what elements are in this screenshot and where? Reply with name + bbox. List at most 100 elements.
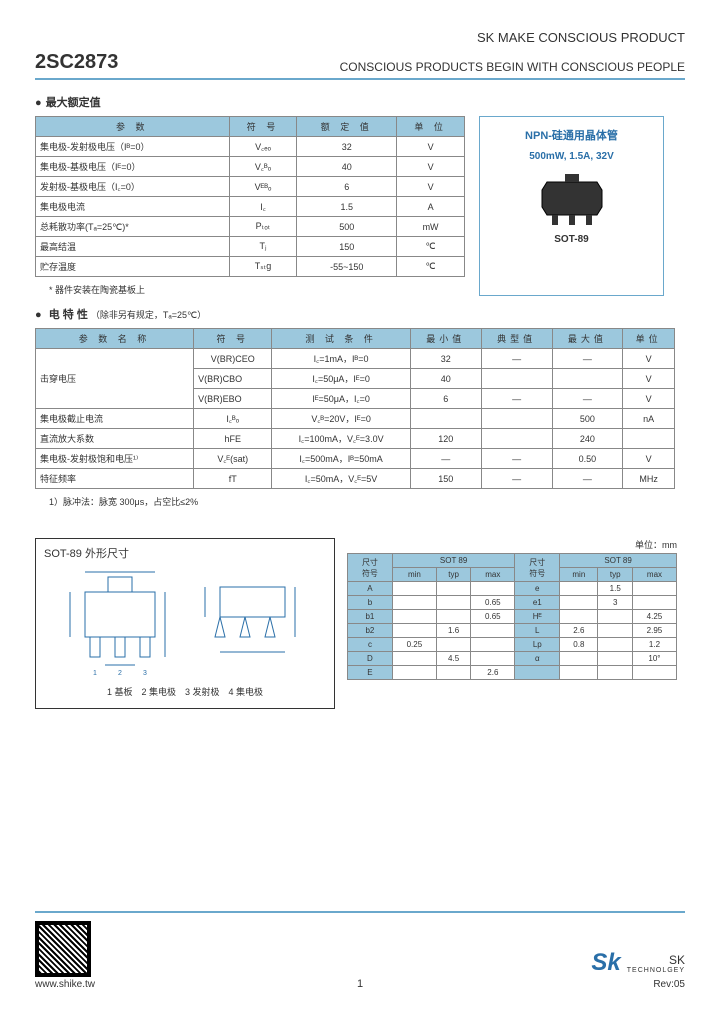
- cell: 120: [410, 429, 481, 449]
- cell: I꜀=100mA，V꜀ᴱ=3.0V: [272, 429, 411, 449]
- electrical-char-table: 参 数 名 称 符 号 测 试 条 件 最小值 典型值 最大值 单位 击穿电压V…: [35, 328, 675, 489]
- table-row: b0.65e13: [348, 596, 677, 610]
- svg-text:1: 1: [93, 670, 97, 677]
- part-number: 2SC2873: [35, 51, 118, 74]
- cell: V꜀ₑₒ: [229, 137, 297, 157]
- cell: [481, 429, 552, 449]
- cell: e: [515, 582, 560, 596]
- cell: 32: [410, 349, 481, 369]
- section2-title-text: 电 特 性: [49, 309, 88, 321]
- company-line: SK MAKE CONSCIOUS PRODUCT: [35, 30, 685, 45]
- cell: [632, 666, 676, 680]
- cell: L: [515, 624, 560, 638]
- cell: [436, 596, 470, 610]
- cell: [436, 666, 470, 680]
- section1-footnote: * 器件安装在陶瓷基板上: [49, 283, 465, 296]
- outline-diagram-side: [190, 567, 310, 677]
- product-spec: 500mW, 1.5A, 32V: [486, 151, 657, 162]
- cell: [481, 369, 552, 389]
- cell: 2.6: [560, 624, 598, 638]
- cell: [392, 596, 436, 610]
- logo-mark: Sk: [591, 949, 620, 977]
- dimension-table: 尺寸符号 SOT 89 尺寸符号 SOT 89 min typ max min …: [347, 553, 677, 680]
- cell: 0.25: [392, 638, 436, 652]
- cell: 32: [297, 137, 397, 157]
- table-row: b1 0.65Hᴱ 4.25: [348, 610, 677, 624]
- cell: [471, 624, 515, 638]
- cell: 3: [598, 596, 632, 610]
- cell: c: [348, 638, 393, 652]
- table-row: b21.6L2.62.95: [348, 624, 677, 638]
- cell: 0.65: [471, 610, 515, 624]
- cell: [632, 582, 676, 596]
- col: min: [392, 568, 436, 582]
- col: 符 号: [194, 329, 272, 349]
- table-row: 集电极-基极电压（Iᴱ=0）V꜀ᴮₒ40V: [36, 157, 465, 177]
- max-ratings-table: 参 数 符 号 额 定 值 单 位 集电极-发射极电压（Iᴮ=0）V꜀ₑₒ32V…: [35, 116, 465, 277]
- table-row: c0.25Lp0.81.2: [348, 638, 677, 652]
- cell: [560, 582, 598, 596]
- table1-wrap: 参 数 符 号 额 定 值 单 位 集电极-发射极电压（Iᴮ=0）V꜀ₑₒ32V…: [35, 116, 465, 296]
- table-row: 尺寸符号 SOT 89 尺寸符号 SOT 89: [348, 554, 677, 568]
- cell: 1.6: [436, 624, 470, 638]
- cell: 总耗散功率(Tₐ=25℃)*: [36, 217, 230, 237]
- cell: [392, 652, 436, 666]
- cell: 40: [410, 369, 481, 389]
- outline-diagram-top: 1 2 3: [60, 567, 180, 677]
- cell: V: [623, 349, 675, 369]
- cell: —: [481, 389, 552, 409]
- dim-symbol-hdr: 尺寸符号: [348, 554, 393, 582]
- cell: [471, 652, 515, 666]
- cell: 1.5: [297, 197, 397, 217]
- col-symbol: 符 号: [229, 117, 297, 137]
- cell: 4.25: [632, 610, 676, 624]
- cell: hFE: [194, 429, 272, 449]
- dim-table-wrap: 单位：mm 尺寸符号 SOT 89 尺寸符号 SOT 89 min typ ma…: [347, 538, 677, 680]
- cell: —: [552, 469, 623, 489]
- unit-label: 单位：mm: [347, 538, 677, 551]
- footer-left: www.shike.tw: [35, 921, 95, 990]
- cell: —: [552, 349, 623, 369]
- table-row: 集电极截止电流I꜀ᴮₒV꜀ᴮ=20V，Iᴱ=0500nA: [36, 409, 675, 429]
- cell: 集电极电流: [36, 197, 230, 217]
- cell: [515, 666, 560, 680]
- cell: 40: [297, 157, 397, 177]
- cell: —: [552, 389, 623, 409]
- dim-pkg-hdr: SOT 89: [392, 554, 514, 568]
- cell: Hᴱ: [515, 610, 560, 624]
- dim-pkg-hdr: SOT 89: [560, 554, 677, 568]
- table-row: 发射极-基极电压（I꜀=0）Vᴱᴮₒ6V: [36, 177, 465, 197]
- cell: I꜀=50mA，V꜀ᴱ=5V: [272, 469, 411, 489]
- section1-title: 最大额定值: [35, 94, 685, 110]
- cell: I꜀=50μA，Iᴱ=0: [272, 369, 411, 389]
- col: typ: [598, 568, 632, 582]
- col-param: 参 数: [36, 117, 230, 137]
- cell: 500: [552, 409, 623, 429]
- cell: V: [623, 389, 675, 409]
- cell: e1: [515, 596, 560, 610]
- table-row: 参 数 名 称 符 号 测 试 条 件 最小值 典型值 最大值 单位: [36, 329, 675, 349]
- cell: [392, 610, 436, 624]
- logo-text-wrap: SK TECHNOLGEY: [627, 953, 685, 974]
- cell: -55~150: [297, 257, 397, 277]
- table-row: min typ max min typ max: [348, 568, 677, 582]
- cell: V: [623, 369, 675, 389]
- cell: 集电极-发射极饱和电压¹⁾: [36, 449, 194, 469]
- cell: ℃: [397, 257, 465, 277]
- dim-symbol-hdr: 尺寸符号: [515, 554, 560, 582]
- cell: [392, 666, 436, 680]
- cell: —: [481, 449, 552, 469]
- cell: 2.95: [632, 624, 676, 638]
- tagline: CONSCIOUS PRODUCTS BEGIN WITH CONSCIOUS …: [340, 60, 685, 74]
- table-row: 击穿电压V(BR)CEOI꜀=1mA，Iᴮ=032——V: [36, 349, 675, 369]
- cell: V: [397, 157, 465, 177]
- cell: b1: [348, 610, 393, 624]
- cell: fT: [194, 469, 272, 489]
- cell: —: [481, 349, 552, 369]
- revision: Rev:05: [591, 979, 685, 990]
- outline-box: SOT-89 外形尺寸 1 2 3: [35, 538, 335, 709]
- cell: A: [397, 197, 465, 217]
- cell: V: [623, 449, 675, 469]
- cell: 4.5: [436, 652, 470, 666]
- cell: [471, 582, 515, 596]
